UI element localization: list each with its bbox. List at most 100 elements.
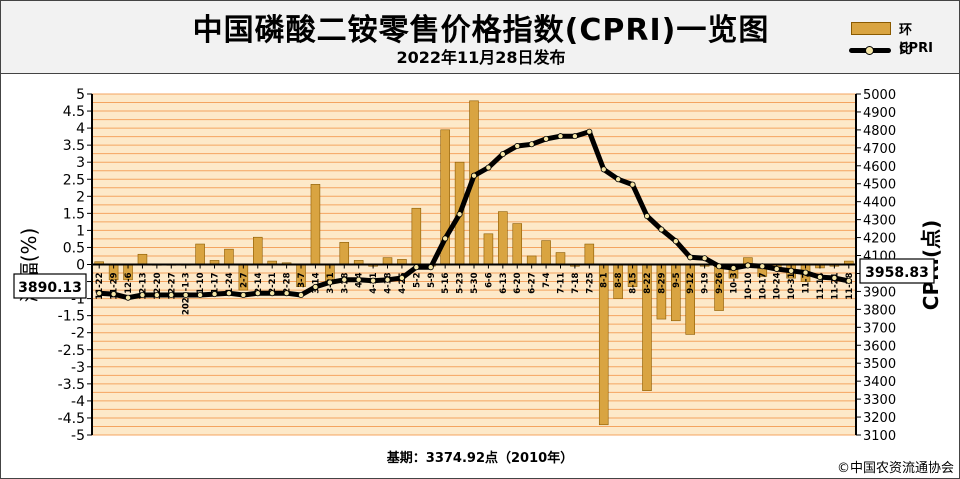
cpri-point-7-25 [586,128,593,135]
x-tick-label: 12-20 [153,272,163,299]
x-tick-label: 5-9 [427,272,437,287]
bar-4-18 [382,257,393,265]
x-tick-label: 6-6 [484,272,494,287]
x-tick-label: 9-19 [701,272,711,293]
x-tick-label: 2-28 [283,272,293,293]
y-left-tick-label: 0 [76,258,85,274]
header: 中国磷酸二铵零售价格指数(CPRI)一览图 2022年11月28日发布 环比 C… [1,1,959,74]
bar-6-27 [526,255,537,265]
bar-1-10 [195,243,205,265]
y-left-tick-label: -4.5 [58,411,85,427]
x-tick-label: 12-13 [138,272,148,299]
y-left-tick-label: 4.5 [63,104,85,120]
y-left-tick-label: 2 [76,189,85,205]
cpri-point-2-28 [283,290,290,297]
cpri-point-12-20 [153,292,160,299]
cpri-point-4-4 [355,276,362,283]
x-tick-label: 6-13 [499,272,509,293]
copyright-note: ©中国农资流通协会 [837,461,954,476]
cpri-point-5-16 [442,235,449,242]
y-left-tick-label: -2.5 [58,343,85,359]
cpri-point-3-21 [326,279,333,286]
cpri-point-1-10 [197,292,204,299]
x-tick-label: 1-10 [196,272,206,293]
y-left-tick-label: -2 [71,326,85,342]
cpri-point-11-14 [816,274,823,281]
y-left-tick-label: 4 [76,121,85,137]
y-right-tick-label: 4800 [863,124,896,139]
x-tick-label: 9-12 [686,272,696,293]
y-right-tick-label: 3700 [863,321,896,336]
y-right-tick-label: 4600 [863,160,896,175]
x-tick-label: 7-25 [585,272,595,293]
callout-left-value: 3890.13 [18,280,82,296]
x-tick-label: 5-23 [456,272,466,293]
bar-6-20 [512,223,523,265]
y-right-tick-label: 3500 [863,357,896,372]
x-tick-label: 11-14 [816,272,826,299]
y-left-tick-label: -1.5 [58,309,85,325]
x-tick-label: 7-18 [571,272,581,293]
x-tick-label: 11-28 [845,272,855,299]
y-right-tick-label: 3200 [863,411,896,426]
cpri-point-10-24 [773,265,780,272]
cpri-point-6-20 [514,143,521,150]
x-tick-label: 12-6 [124,272,134,293]
y-right-tick-label: 4700 [863,142,896,157]
cpri-point-9-5 [672,238,679,245]
y-right-tick-label: 3900 [863,285,896,300]
x-tick-label: 4-18 [384,272,394,293]
x-tick-label: 9-5 [672,272,682,287]
bar-3-14 [310,184,321,265]
cpri-point-5-23 [456,211,463,218]
x-tick-label: 2-7 [239,272,249,287]
x-tick-label: 7-4 [542,272,552,287]
x-tick-label: 9-26 [715,272,725,293]
x-tick-label: 8-1 [600,272,610,287]
bar-1-24 [224,248,234,265]
cpri-point-7-11 [557,133,564,140]
cpri-point-2022-1-3 [182,292,189,299]
x-tick-label: 6-20 [513,272,523,293]
cpri-point-8-29 [658,226,665,233]
cpri-point-8-22 [643,213,650,220]
y-right-tick-label: 3600 [863,339,896,354]
cpri-point-10-3 [730,265,737,272]
y-left-tick-label: 0.5 [63,240,85,256]
cpri-point-4-18 [384,276,391,283]
x-tick-label: 10-17 [758,272,768,299]
y-right-tick-label: 3100 [863,429,896,444]
cpri-point-9-19 [701,255,708,262]
x-tick-label: 3-14 [311,272,321,293]
y-left-tick-label: 5 [76,87,85,103]
x-tick-label: 10-31 [787,272,797,299]
x-tick-label: 1-17 [211,272,221,293]
cpri-point-1-17 [211,291,218,298]
y-left-tick-label: 1 [76,223,85,239]
cpri-point-6-27 [528,141,535,148]
callout-right-value: 3958.83 [865,265,929,281]
legend-line-marker [865,46,874,55]
x-tick-label: 1-24 [225,272,235,293]
x-tick-label: 11-21 [830,272,840,299]
bar-2-14 [253,236,263,265]
x-tick-label: 11-22 [95,272,105,299]
cpri-point-2-14 [254,290,261,297]
x-tick-label: 7-11 [556,272,566,293]
x-tick-label: 8-8 [614,272,624,287]
bar-12-13 [137,253,148,265]
cpri-point-8-8 [615,176,622,183]
y-right-tick-label: 4500 [863,178,896,193]
cpri-point-5-30 [470,172,477,179]
cpri-point-7-18 [571,133,578,140]
bar-7-11 [555,252,566,265]
cpri-point-11-22 [96,290,103,297]
cpri-point-12-13 [139,292,146,299]
cpri-point-11-28 [845,277,852,284]
y-right-tick-label: 4400 [863,196,896,211]
base-period-note: 基期：3374.92点（2010年） [386,450,573,466]
cpri-point-6-6 [485,164,492,171]
legend-line-label: CPRI [899,41,933,56]
cpri-point-10-17 [759,263,766,270]
x-tick-label: 5-2 [412,272,422,287]
